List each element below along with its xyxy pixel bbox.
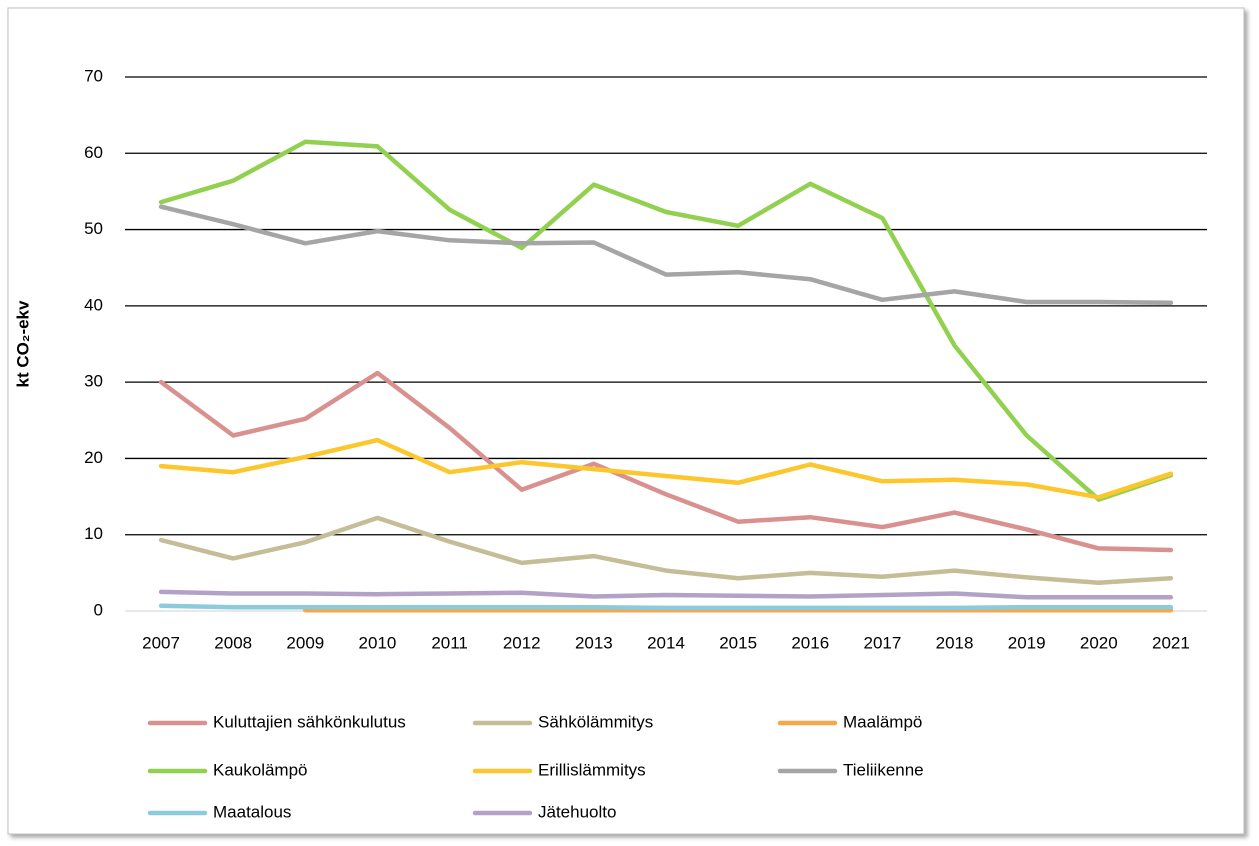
y-tick-label: 50 <box>84 219 103 238</box>
y-axis-label: kt CO₂-ekv <box>13 300 32 387</box>
x-tick-label: 2014 <box>647 633 685 652</box>
x-tick-label: 2020 <box>1080 633 1118 652</box>
series-line <box>158 515 1174 586</box>
y-tick-label: 70 <box>84 66 103 85</box>
x-tick-label: 2007 <box>142 633 180 652</box>
series-line <box>158 370 1174 553</box>
x-tick-label: 2019 <box>1008 633 1046 652</box>
series-line <box>158 204 1174 306</box>
legend-label: Maalämpö <box>843 712 922 731</box>
y-tick-label: 60 <box>84 143 103 162</box>
legend-label: Kuluttajien sähkönkulutus <box>213 712 406 731</box>
y-tick-label: 0 <box>94 600 103 619</box>
x-tick-label: 2018 <box>936 633 974 652</box>
x-tick-label: 2010 <box>359 633 397 652</box>
y-tick-label: 10 <box>84 524 103 543</box>
legend-label: Jätehuolto <box>538 802 616 821</box>
legend-label: Maatalous <box>213 802 291 821</box>
y-tick-label: 40 <box>84 295 103 314</box>
series-line <box>158 603 1174 611</box>
x-tick-label: 2013 <box>575 633 613 652</box>
x-tick-label: 2009 <box>286 633 324 652</box>
x-tick-label: 2008 <box>214 633 252 652</box>
x-tick-label: 2016 <box>791 633 829 652</box>
x-tick-label: 2017 <box>863 633 901 652</box>
legend-label: Erillislämmitys <box>538 760 646 779</box>
legend-label: Tieliikenne <box>843 760 924 779</box>
x-tick-label: 2015 <box>719 633 757 652</box>
series-line <box>158 589 1174 600</box>
y-tick-label: 20 <box>84 448 103 467</box>
y-tick-label: 30 <box>84 372 103 391</box>
x-tick-label: 2011 <box>431 633 468 652</box>
chart-frame <box>7 7 1245 835</box>
legend-label: Kaukolämpö <box>213 760 308 779</box>
series-line <box>158 437 1174 500</box>
series-line <box>158 139 1174 502</box>
x-tick-label: 2012 <box>503 633 541 652</box>
legend-label: Sähkölämmitys <box>538 712 653 731</box>
x-tick-label: 2021 <box>1152 633 1190 652</box>
